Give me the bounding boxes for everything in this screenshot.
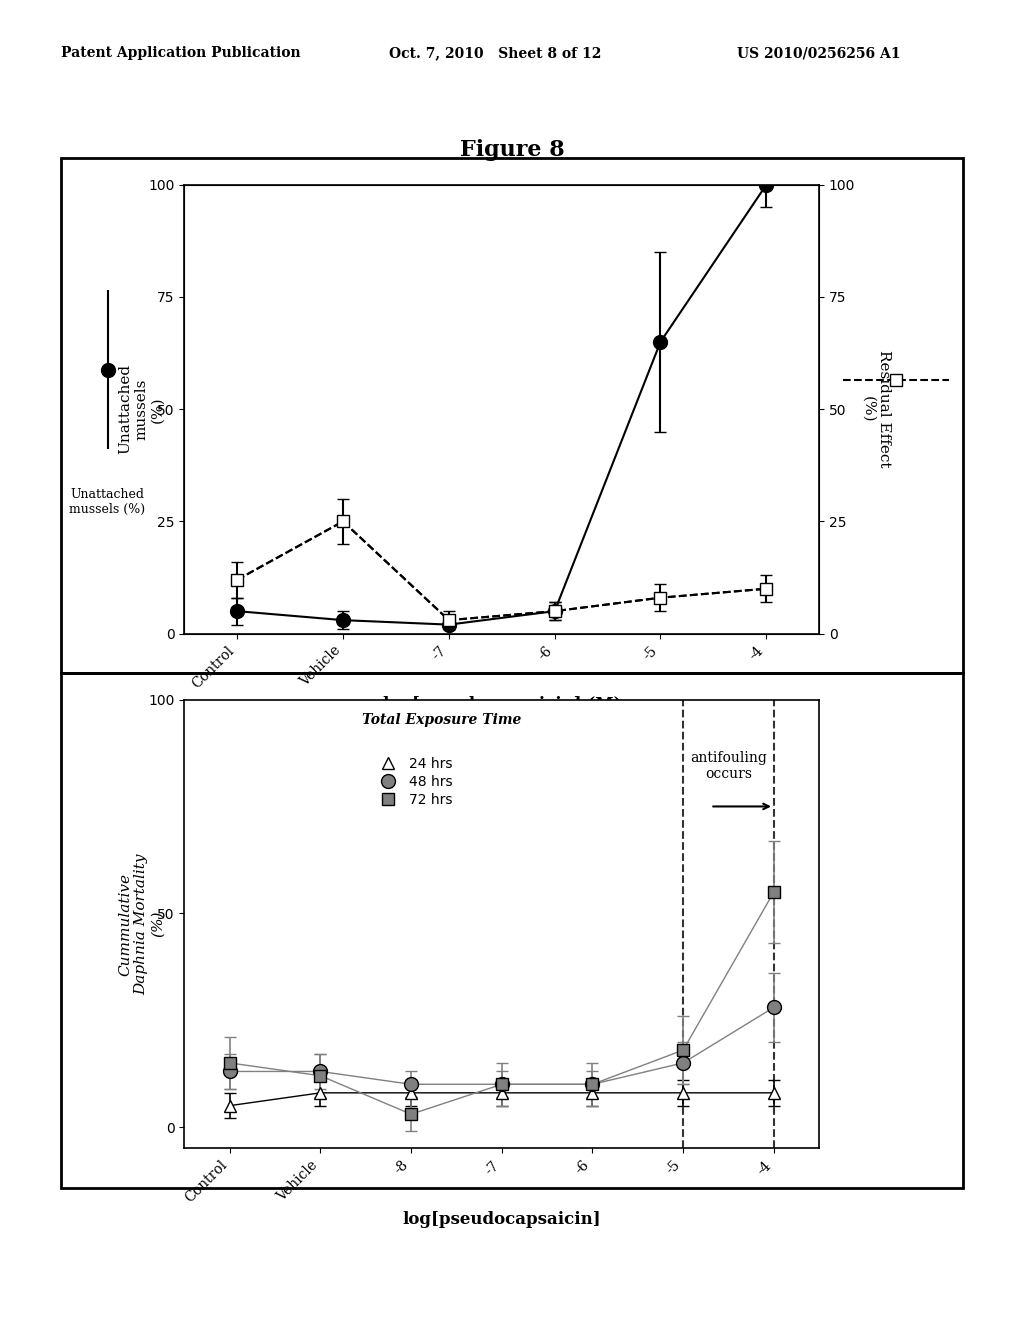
Text: US 2010/0256256 A1: US 2010/0256256 A1	[737, 46, 901, 61]
X-axis label: log[pseudocapsaicin]: log[pseudocapsaicin]	[402, 1212, 601, 1228]
Text: Total Exposure Time: Total Exposure Time	[362, 713, 521, 727]
X-axis label: log[pseudocapsaicin] (M): log[pseudocapsaicin] (M)	[383, 697, 621, 713]
Y-axis label: Unattached
mussels
(%): Unattached mussels (%)	[118, 364, 165, 454]
Text: antifouling
occurs: antifouling occurs	[690, 751, 767, 781]
Text: Unattached
mussels (%): Unattached mussels (%)	[70, 488, 145, 516]
Text: Figure 8: Figure 8	[460, 139, 564, 161]
Y-axis label: Cummulative
Daphnia Mortality
(%): Cummulative Daphnia Mortality (%)	[118, 853, 165, 995]
Text: Oct. 7, 2010   Sheet 8 of 12: Oct. 7, 2010 Sheet 8 of 12	[389, 46, 601, 61]
Text: Patent Application Publication: Patent Application Publication	[61, 46, 301, 61]
Legend: 24 hrs, 48 hrs, 72 hrs: 24 hrs, 48 hrs, 72 hrs	[369, 751, 459, 813]
Y-axis label: Residual Effect
(%): Residual Effect (%)	[861, 350, 891, 469]
